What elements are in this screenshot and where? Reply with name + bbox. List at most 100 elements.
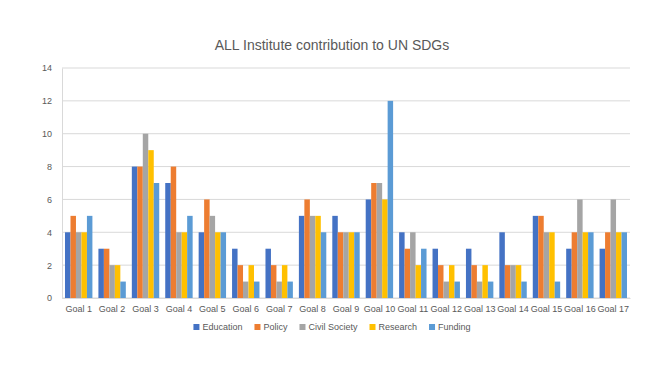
bar [499,232,504,298]
y-tick-label: 4 [47,228,52,238]
legend-label: Civil Society [308,322,358,332]
y-tick-label: 14 [42,63,52,73]
bar [137,167,142,298]
x-tick-label: Goal 8 [299,304,326,314]
legend: Education Policy Civil Society Research Fund… [193,322,470,332]
y-tick-label: 2 [47,261,52,271]
legend-label: Education [202,322,242,332]
bar [338,232,343,298]
bar [382,199,387,298]
bar [371,183,376,298]
legend-swatch [370,324,376,330]
bar [572,232,577,298]
bar [588,232,593,298]
bar [299,216,304,298]
x-tick: Goal 6 [232,298,259,314]
bar [544,232,549,298]
bar [76,232,81,298]
bar [249,265,254,298]
y-tick: 8 [47,162,62,172]
bar [210,216,215,298]
bar [304,199,309,298]
legend-label: Policy [263,322,288,332]
bar [254,282,259,298]
bar [221,232,226,298]
bar [438,265,443,298]
x-tick: Goal 7 [266,298,293,314]
bar [466,249,471,298]
bar [605,232,610,298]
x-tick: Goal 3 [132,298,159,314]
bar [81,232,86,298]
x-tick-label: Goal 2 [99,304,126,314]
legend-swatch [299,324,305,330]
x-tick-label: Goal 14 [497,304,529,314]
x-tick: Goal 1 [65,298,92,314]
y-tick: 0 [47,293,62,303]
bar [583,232,588,298]
bar [332,216,337,298]
bar [238,265,243,298]
x-tick-label: Goal 9 [333,304,360,314]
bar [276,282,281,298]
x-tick-label: Goal 1 [65,304,92,314]
plot: 02468101214Goal 1Goal 2Goal 3Goal 4Goal … [42,63,631,314]
x-tick: Goal 10 [364,298,396,314]
bar [199,232,204,298]
x-tick: Goal 5 [199,298,226,314]
x-tick: Goal 14 [497,298,529,314]
y-tick-label: 8 [47,162,52,172]
y-tick: 6 [47,195,62,205]
bar [471,265,476,298]
series [81,150,621,298]
bar [533,216,538,298]
legend-item: Civil Society [299,322,358,332]
legend-swatch [254,324,260,330]
bar [421,249,426,298]
x-tick: Goal 12 [430,298,462,314]
bar [449,265,454,298]
bar [349,232,354,298]
bar [171,167,176,298]
x-tick-label: Goal 7 [266,304,293,314]
legend-item: Policy [254,322,288,332]
bar [120,282,125,298]
bar [321,232,326,298]
bar [510,265,515,298]
x-tick: Goal 17 [598,298,630,314]
x-tick: Goal 13 [464,298,496,314]
bar [165,183,170,298]
bar [70,216,75,298]
chart: ALL Institute contribution to UN SDGs024… [0,0,664,374]
bar [148,150,153,298]
bar [176,232,181,298]
bar [405,249,410,298]
bar [516,265,521,298]
bar [132,167,137,298]
x-tick: Goal 15 [531,298,563,314]
y-tick: 4 [47,228,62,238]
legend-item: Research [370,322,418,332]
x-tick-label: Goal 6 [232,304,259,314]
y-tick: 10 [42,129,62,139]
grid-line [62,68,630,69]
y-tick-label: 12 [42,96,52,106]
y-axis: 0 2 4 6 8 10 12 14 [42,63,63,303]
bar [104,249,109,298]
bar [566,249,571,298]
x-tick-label: Goal 10 [364,304,396,314]
x-tick-label: Goal 15 [531,304,563,314]
bar [87,216,92,298]
bar [549,232,554,298]
x-tick-label: Goal 16 [564,304,596,314]
legend-item: Funding [429,322,471,332]
series [76,134,616,298]
y-tick-label: 0 [47,293,52,303]
bar [433,249,438,298]
bar [616,232,621,298]
bar [354,232,359,298]
bar [388,101,393,298]
x-tick: Goal 8 [299,298,326,314]
bar [399,232,404,298]
bar [282,265,287,298]
